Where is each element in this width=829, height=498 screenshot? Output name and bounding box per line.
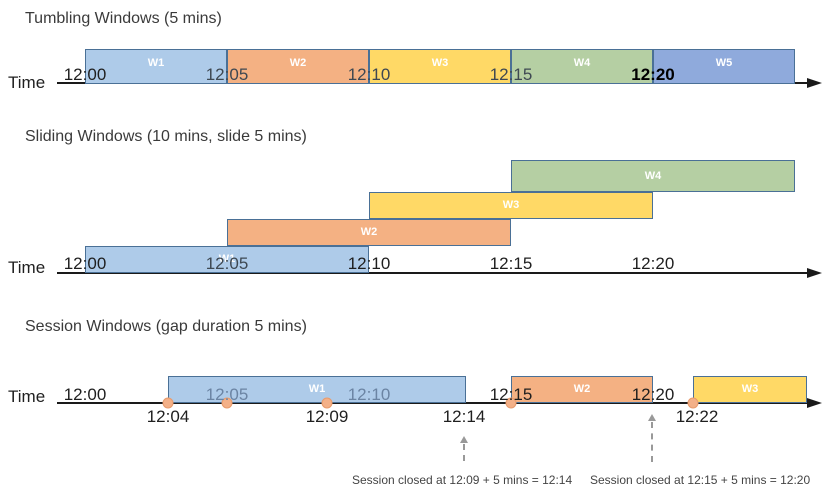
tumbling-tick-1210: 12:10 — [347, 65, 391, 84]
tumbling-tick-1200: 12:00 — [63, 65, 107, 84]
event-dot-1222 — [687, 397, 699, 409]
sliding-window-w4: W4 — [511, 160, 795, 192]
event-dot-1204 — [162, 397, 174, 409]
session-window-w2: W2 — [511, 376, 653, 403]
sliding-tick-1215: 12:15 — [489, 254, 533, 273]
session-tick-1210: 12:10 — [347, 385, 391, 404]
time-axis-label: Time — [8, 73, 46, 92]
window-label: W2 — [360, 226, 378, 238]
dashed-arrow-up-icon — [648, 414, 656, 421]
window-label: W3 — [431, 57, 449, 69]
sliding-tick-1210: 12:10 — [347, 254, 391, 273]
sliding-window-w2: W2 — [227, 219, 511, 246]
tumbling-window-w3: W3 — [369, 49, 511, 84]
sliding-tick-1200: 12:00 — [63, 254, 107, 273]
tumbling-window-w2: W2 — [227, 49, 369, 84]
window-label: W1 — [147, 57, 165, 69]
event-dot-1205 — [221, 397, 233, 409]
window-label: W3 — [502, 199, 520, 211]
sliding-tick-1205: 12:05 — [205, 254, 249, 273]
session-timeline-arrowhead — [807, 398, 822, 408]
tumbling-window-w4: W4 — [511, 49, 653, 84]
sliding-window-w1: W1 — [85, 246, 369, 273]
session-timeline — [57, 402, 807, 404]
session-tick-1215: 12:15 — [489, 385, 533, 404]
sliding-tick-1220: 12:20 — [631, 254, 675, 273]
window-label: W1 — [308, 383, 326, 395]
time-axis-label: Time — [8, 387, 46, 406]
event-time-label-1214: 12:14 — [442, 407, 486, 426]
tumbling-window-w1: W1 — [85, 49, 227, 84]
session-tick-1220: 12:20 — [631, 385, 675, 404]
tumbling-window-w5: W5 — [653, 49, 795, 84]
event-dot-1215 — [505, 397, 517, 409]
tumbling-tick-1205: 12:05 — [205, 65, 249, 84]
window-label: W4 — [573, 57, 591, 69]
event-time-label-1209: 12:09 — [305, 407, 349, 426]
sliding-window-w3: W3 — [369, 192, 653, 219]
session-window-w1: W1 — [168, 376, 466, 403]
window-label: W5 — [715, 57, 733, 69]
dashed-arrow-up-icon — [460, 436, 468, 443]
event-time-label-1222: 12:22 — [675, 407, 719, 426]
session-closed-note-1: Session closed at 12:09 + 5 mins = 12:14 — [352, 473, 573, 487]
tumbling-section-title: Tumbling Windows (5 mins) — [25, 10, 222, 27]
session-tick-1200: 12:00 — [63, 385, 107, 404]
window-label: W1 — [218, 253, 236, 265]
tumbling-tick-1220: 12:20 — [631, 65, 675, 84]
dashed-arrow-line — [651, 422, 653, 462]
tumbling-tick-1215: 12:15 — [489, 65, 533, 84]
window-label: W4 — [644, 169, 662, 182]
event-time-label-1204: 12:04 — [146, 407, 190, 426]
window-label: W2 — [573, 383, 591, 395]
dashed-arrow-line — [463, 444, 465, 461]
sliding-timeline — [57, 272, 807, 274]
session-tick-1205: 12:05 — [205, 385, 249, 404]
sliding-section-title: Sliding Windows (10 mins, slide 5 mins) — [25, 128, 307, 145]
window-label: W3 — [741, 383, 759, 395]
event-dot-1209 — [321, 397, 333, 409]
tumbling-timeline-arrowhead — [807, 78, 822, 88]
window-label: W2 — [289, 57, 307, 69]
sliding-timeline-arrowhead — [807, 268, 822, 278]
session-section-title: Session Windows (gap duration 5 mins) — [25, 318, 307, 335]
session-window-w3: W3 — [693, 376, 807, 403]
session-closed-note-2: Session closed at 12:15 + 5 mins = 12:20 — [590, 473, 811, 487]
time-axis-label: Time — [8, 258, 46, 277]
